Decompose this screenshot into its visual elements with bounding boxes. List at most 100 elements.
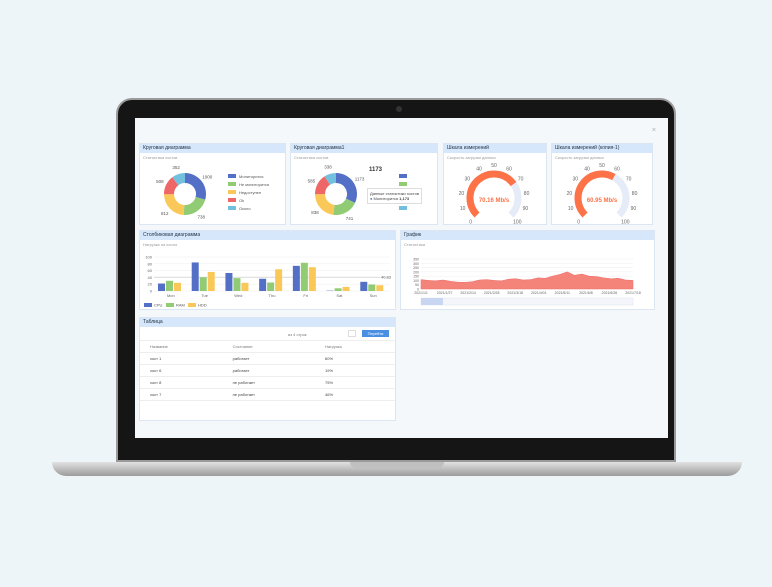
- panel-title: Столбиковая диаграмма: [140, 231, 395, 240]
- gauge-tick: 50: [599, 163, 605, 169]
- gauge-tick: 10: [568, 206, 574, 212]
- gauge-tick: 100: [513, 219, 522, 224]
- column-header[interactable]: Состояние: [222, 341, 316, 353]
- dashboard-screen: × Круговая диаграмма Статистика хостов 1…: [135, 118, 668, 438]
- cell: хост 6: [140, 364, 223, 377]
- gauge-tick: 80: [632, 191, 638, 197]
- area-series: [420, 271, 634, 290]
- x-tick: 2021/7/18: [625, 291, 641, 295]
- x-tick: Sun: [370, 293, 377, 298]
- pie-slice: [333, 198, 356, 215]
- gauge-tick: 0: [469, 219, 472, 224]
- legend-swatch: [228, 182, 236, 186]
- x-tick: 2021/3/18: [507, 291, 523, 295]
- data-table: Название Состояние Нагрузка хост 1 работает…: [140, 341, 395, 401]
- line-panel: График Статистика 0 50 100 150 200 250 300 350 2…: [400, 230, 655, 310]
- cell: хост 7: [140, 388, 223, 401]
- x-tick: Fri: [303, 293, 308, 298]
- legend-swatch: [228, 174, 236, 178]
- slice-label: 738: [197, 214, 205, 219]
- tooltip-name: Мониторится: [373, 196, 399, 201]
- y-tick: 60: [148, 268, 153, 273]
- pie-slice: [164, 193, 185, 215]
- y-tick: 350: [413, 258, 419, 262]
- bar: [225, 272, 233, 291]
- y-tick: 0: [150, 289, 153, 294]
- bar-panel: Столбиковая диаграмма Нагрузка на хосты …: [139, 230, 396, 310]
- x-tick: Tue: [201, 293, 209, 298]
- y-tick: 100: [413, 279, 419, 283]
- tooltip-title: Данные статистики хостов: [370, 191, 420, 196]
- pie-slice: [164, 177, 179, 195]
- page-input[interactable]: [348, 330, 356, 337]
- zoom-handle[interactable]: [421, 298, 443, 305]
- gauge-tick: 30: [465, 177, 471, 183]
- legend-label: Мониторится: [239, 174, 263, 179]
- slice-label: 338: [324, 165, 332, 170]
- slice-label: 812: [161, 211, 169, 216]
- slice-label: 741: [346, 216, 354, 221]
- column-header[interactable]: Название: [140, 341, 223, 353]
- pie-slice: [184, 173, 206, 200]
- y-tick: 50: [415, 283, 419, 287]
- bar: [267, 282, 275, 291]
- gauge-value: 60.95 Mb/s: [587, 198, 618, 204]
- bar: [199, 277, 207, 291]
- y-tick: 250: [413, 266, 419, 270]
- gauge-tick: 40: [476, 167, 482, 173]
- bar: [368, 284, 376, 291]
- cell: не работает: [222, 388, 316, 401]
- go-button[interactable]: Перейти: [362, 330, 389, 337]
- pie-slice: [315, 193, 336, 215]
- table-row[interactable]: хост 6 работает 19%: [140, 364, 395, 377]
- legend-swatch: [166, 303, 174, 307]
- column-header[interactable]: Нагрузка: [315, 341, 395, 353]
- gauge-tick: 80: [524, 191, 530, 197]
- pie-slice: [324, 173, 337, 185]
- table-panel: Таблица из 4 строк Перейти Название Состо…: [139, 317, 396, 421]
- gauge-tick: 90: [631, 206, 637, 212]
- x-tick: 2021/5/11: [555, 291, 570, 295]
- panel-title: Таблица: [140, 318, 395, 327]
- x-tick: 2021/1/1: [414, 291, 428, 295]
- y-tick: 150: [413, 275, 419, 279]
- legend-label: Ok: [239, 198, 244, 203]
- gauge-tick: 70: [626, 177, 632, 183]
- gauge-tick: 60: [506, 167, 512, 173]
- bar: [233, 278, 241, 291]
- gauge: 0 10 20 30 40 50 60 70 80 90 100 70.16 Mb/s: [459, 163, 530, 224]
- legend-label: Недоступен: [239, 190, 261, 195]
- cell: 19%: [315, 364, 395, 377]
- x-tick: 2021/1/27: [437, 291, 453, 295]
- bar: [259, 278, 267, 291]
- bar: [360, 281, 368, 291]
- table-row[interactable]: хост 8 не работает 75%: [140, 376, 395, 389]
- bar: [275, 269, 283, 291]
- panel-subtitle: Скорость загрузки данных: [555, 155, 604, 160]
- legend-swatch: [228, 198, 236, 202]
- bar: [174, 282, 181, 291]
- slice-label: 1000: [202, 175, 213, 180]
- panel-title: График: [401, 231, 654, 240]
- cell: работает: [222, 352, 316, 365]
- x-tick: 2021/4/01: [531, 291, 547, 295]
- tooltip-value: 1,173: [399, 196, 410, 201]
- y-tick: 0: [417, 288, 419, 292]
- zoom-slider: [420, 297, 634, 306]
- x-tick: Mon: [167, 293, 175, 298]
- pie-slice: [183, 196, 206, 215]
- pie-slice: [172, 173, 186, 186]
- gauge-tick: 50: [491, 163, 497, 169]
- table-row[interactable]: хост 7 не работает 46%: [140, 388, 395, 401]
- panel-title: Шкала измерений (копия-1): [552, 144, 652, 153]
- close-icon[interactable]: ×: [651, 127, 656, 134]
- gauge-tick: 20: [567, 191, 573, 197]
- pager-text: из 4 строк: [288, 332, 307, 337]
- gauge-tick: 90: [523, 206, 529, 212]
- bar: [166, 280, 173, 291]
- gauge-tick: 30: [573, 177, 579, 183]
- legend-label: RAM: [176, 303, 185, 308]
- gauge-panel-1: Шкала измерений Скорость загрузки данных…: [443, 143, 547, 225]
- table-row[interactable]: хост 1 работает 60%: [140, 352, 395, 365]
